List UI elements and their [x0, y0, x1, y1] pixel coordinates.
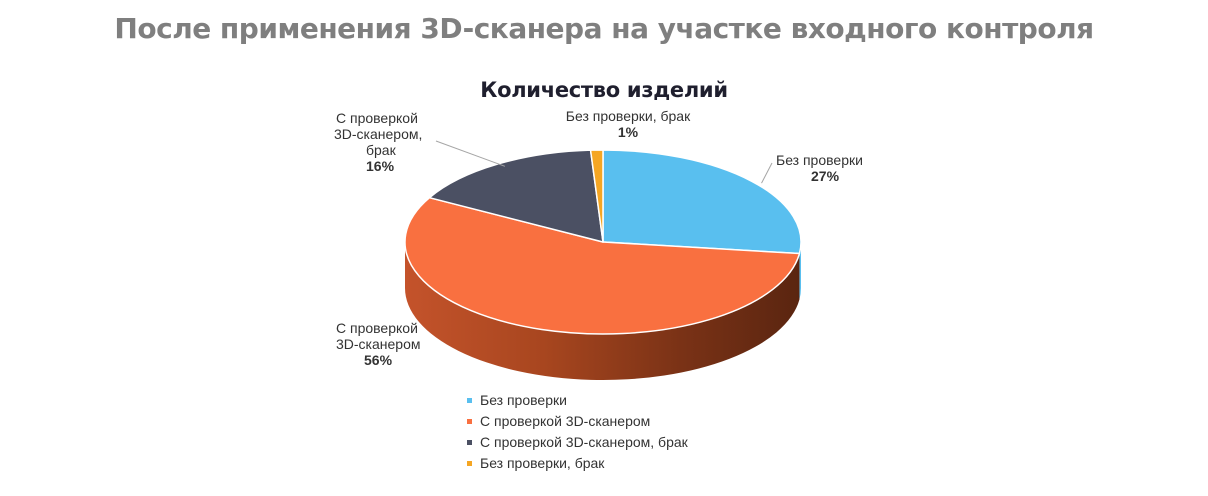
data-label-value: 16%: [366, 158, 395, 174]
legend-label: Без проверки: [480, 392, 567, 408]
data-label-text: Без проверки: [776, 152, 863, 168]
page-title: После применения 3D-сканера на участке в…: [114, 12, 1094, 45]
legend-swatch: [467, 440, 472, 445]
data-label-value: 27%: [811, 168, 840, 184]
leader-line-bez-proverki: [761, 162, 773, 184]
data-label-value: 56%: [364, 352, 393, 368]
pie-slice-2: [428, 149, 604, 243]
pie-side-wall: [799, 242, 801, 300]
data-label-text: 3D-сканером,: [334, 126, 423, 142]
chart-legend: Без проверки С проверкой 3D-сканером С п…: [467, 390, 688, 474]
data-label-bez-proverki-brak: Без проверки, брак 1%: [557, 108, 699, 140]
data-label-text: С проверкой: [336, 320, 418, 336]
legend-swatch: [467, 461, 472, 466]
legend-swatch: [467, 398, 472, 403]
pie-side-wall: [405, 242, 800, 381]
data-label-text: брак: [366, 142, 396, 158]
data-label-text: С проверкой: [336, 110, 418, 126]
pie-top: [404, 149, 802, 335]
leader-lines: [435, 140, 773, 184]
pie-slice-3: [589, 149, 604, 243]
leader-line-brak: [435, 140, 506, 167]
legend-label: С проверкой 3D-сканером, брак: [480, 434, 688, 450]
pie-side: [405, 242, 801, 381]
data-label-s-proverkoy-brak: С проверкой 3D-сканером, брак 16%: [334, 110, 422, 174]
legend-label: С проверкой 3D-сканером: [480, 413, 651, 429]
data-label-bez-proverki: Без проверки 27%: [776, 152, 863, 184]
data-label-text: Без проверки, брак: [565, 108, 691, 124]
legend-swatch: [467, 419, 472, 424]
chart-title: Количество изделий: [480, 78, 728, 102]
legend-item: С проверкой 3D-сканером: [467, 411, 688, 432]
pie-slice-0: [602, 149, 802, 255]
legend-item: Без проверки, брак: [467, 453, 688, 474]
pie-slice-1: [404, 196, 801, 335]
legend-item: Без проверки: [467, 390, 688, 411]
data-label-text: 3D-сканером: [336, 336, 421, 352]
legend-label: Без проверки, брак: [480, 455, 605, 471]
data-label-s-proverkoy: С проверкой 3D-сканером 56%: [336, 320, 421, 368]
data-label-value: 1%: [617, 124, 639, 140]
legend-item: С проверкой 3D-сканером, брак: [467, 432, 688, 453]
